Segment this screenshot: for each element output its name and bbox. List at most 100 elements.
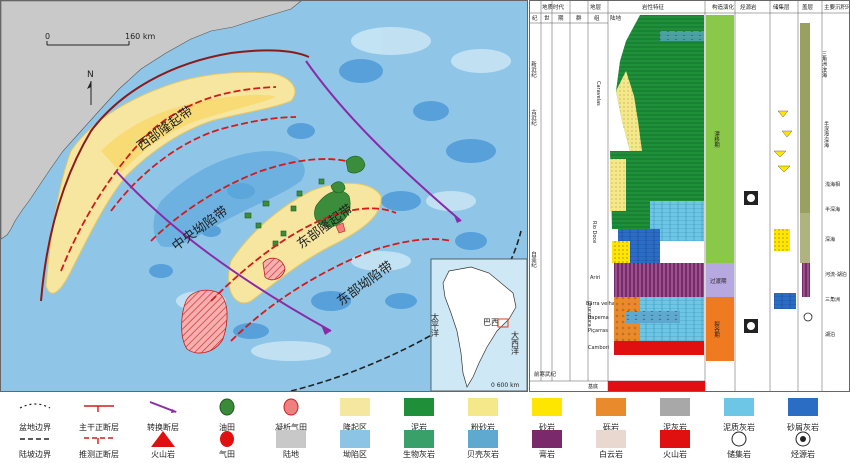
scale-bar: 0 160 km [45, 32, 155, 46]
inset-country: 巴西 [483, 318, 499, 327]
legend-symbol [530, 428, 564, 450]
basin-boundary [40, 49, 310, 302]
svg-text:储集层: 储集层 [773, 3, 790, 11]
legend-label: 陆地 [283, 450, 299, 459]
svg-text:主要沉积环境: 主要沉积环境 [824, 3, 850, 11]
basin-map-svg: 西部隆起带 中央坳陷带 东部隆起带 东部坳陷带 0 160 km N 太平洋 大… [1, 1, 527, 391]
legend-label: 贝壳灰岩 [467, 450, 499, 459]
legend-label: 泥灰岩 [663, 423, 687, 432]
legend-symbol [466, 396, 500, 418]
cap-rocks [800, 23, 810, 297]
svg-text:Urucutuca: Urucutuca [586, 301, 592, 327]
condensate-field-small [262, 257, 286, 281]
legend-symbol [210, 396, 244, 418]
legend-item-11: 泥灰岩 火山岩 [650, 394, 700, 460]
legend-symbol [338, 428, 372, 450]
legend-label: 砾岩 [603, 423, 619, 432]
legend-item-6: 隆起区 坳陷区 [330, 394, 380, 460]
legend-label: 泥质灰岩 [723, 423, 755, 432]
legend-item-4: 油田 气田 [202, 394, 252, 460]
legend-label: 砂岩 [539, 423, 555, 432]
svg-text:Barra velha: Barra velha [586, 301, 615, 307]
legend-symbol [786, 396, 820, 418]
svg-text:陆地: 陆地 [610, 14, 622, 22]
legend-item-12: 泥质灰岩 储集岩 [714, 394, 764, 460]
legend-symbol [82, 428, 116, 450]
svg-text:组: 组 [594, 14, 600, 22]
svg-text:Piçarras: Piçarras [588, 328, 608, 334]
svg-text:N: N [87, 70, 94, 80]
svg-text:Cambori: Cambori [588, 345, 609, 351]
legend-label: 隆起区 [343, 423, 367, 432]
inset-scale: 0 600 km [491, 382, 520, 389]
legend-symbol [658, 428, 692, 450]
legend-symbol [274, 428, 308, 450]
scale-end: 160 km [125, 32, 155, 41]
basin-map: 西部隆起带 中央坳陷带 东部隆起带 东部坳陷带 0 160 km N 太平洋 大… [0, 0, 528, 392]
legend-symbol [210, 428, 244, 450]
svg-text:三角洲-滨海: 三角洲-滨海 [821, 51, 827, 79]
legend-item-7: 泥岩 生物灰岩 [394, 394, 444, 460]
legend-label: 储集岩 [727, 450, 751, 459]
svg-text:白垩纪: 白垩纪 [530, 250, 537, 268]
legend-label: 坳陷区 [343, 450, 367, 459]
svg-text:前寒武纪: 前寒武纪 [534, 370, 557, 378]
svg-text:古近纪: 古近纪 [530, 108, 537, 126]
svg-text:三角洲: 三角洲 [825, 296, 840, 303]
legend-symbol [722, 396, 756, 418]
gas-fields [181, 222, 346, 354]
legend-item-10: 砾岩 白云岩 [586, 394, 636, 460]
legend-item-8: 粉砂岩 贝壳灰岩 [458, 394, 508, 460]
svg-text:Rio Doce: Rio Doce [591, 221, 597, 243]
svg-text:湖泊: 湖泊 [825, 331, 835, 338]
svg-text:期: 期 [558, 15, 564, 22]
legend-label: 膏岩 [539, 450, 555, 459]
svg-text:Caravelas: Caravelas [595, 81, 601, 106]
legend-label: 粉砂岩 [471, 423, 495, 432]
svg-text:纪: 纪 [532, 14, 538, 22]
svg-text:半深海-深海: 半深海-深海 [823, 120, 829, 149]
legend-label: 气田 [219, 450, 235, 459]
land-area [1, 1, 302, 240]
legend-symbol [594, 428, 628, 450]
legend-symbol [18, 396, 52, 418]
svg-text:地层: 地层 [590, 3, 602, 11]
svg-text:漂移期: 漂移期 [713, 130, 720, 149]
legend-item-3: 转换断层 火山岩 [138, 394, 188, 460]
inset-atlantic: 大西洋 [511, 330, 520, 356]
legend-item-1: 盆地边界 陆坡边界 [10, 394, 60, 460]
environments: 三角洲-滨海 半深海-深海 浅海相 半深海 深海 河流-湖泊 三角洲 湖泊 [821, 51, 847, 338]
legend-symbol [82, 396, 116, 418]
map-legend: 盆地边界 陆坡边界 主干正断层 推测正断层 转换断层 火山岩 油田 气田 凝析气田 陆地 隆起区 坳陷… [0, 394, 850, 463]
legend-label: 烃源岩 [791, 450, 815, 459]
legend-symbol [786, 428, 820, 450]
legend-item-9: 砂岩 膏岩 [522, 394, 572, 460]
lithology-column [608, 15, 705, 391]
legend-label: 砂屑灰岩 [787, 423, 819, 432]
period-labels: 新近纪 古近纪 白垩纪 前寒武纪 [530, 60, 557, 378]
svg-text:河流-湖泊: 河流-湖泊 [825, 271, 847, 278]
stratigraphic-column: 地质时代 地层 岩性特征 构造演化 烃源岩 储集层 盖层 主要沉积环境 纪 世 … [529, 0, 850, 392]
legend-symbol [530, 396, 564, 418]
legend-symbol [722, 428, 756, 450]
scale-start: 0 [45, 32, 50, 41]
svg-text:岩性特征: 岩性特征 [642, 3, 665, 11]
legend-label: 泥岩 [411, 423, 427, 432]
legend-item-13: 砂屑灰岩 烃源岩 [778, 394, 828, 460]
legend-symbol [402, 396, 436, 418]
svg-text:基底: 基底 [588, 383, 598, 390]
transform-faults [115, 60, 462, 332]
svg-text:新近纪: 新近纪 [530, 60, 537, 78]
svg-text:半深海: 半深海 [825, 206, 840, 213]
central-depression-fill [153, 151, 305, 248]
legend-symbol [594, 396, 628, 418]
north-arrow: N [87, 70, 94, 105]
condensate-field-large [181, 289, 228, 354]
svg-text:Ariri: Ariri [590, 275, 600, 281]
svg-text:裂谷期: 裂谷期 [713, 320, 720, 339]
legend-label: 白云岩 [599, 450, 623, 459]
legend-label: 火山岩 [663, 450, 687, 459]
legend-label: 火山岩 [151, 450, 175, 459]
legend-symbol [466, 428, 500, 450]
legend-label: 生物灰岩 [403, 450, 435, 459]
